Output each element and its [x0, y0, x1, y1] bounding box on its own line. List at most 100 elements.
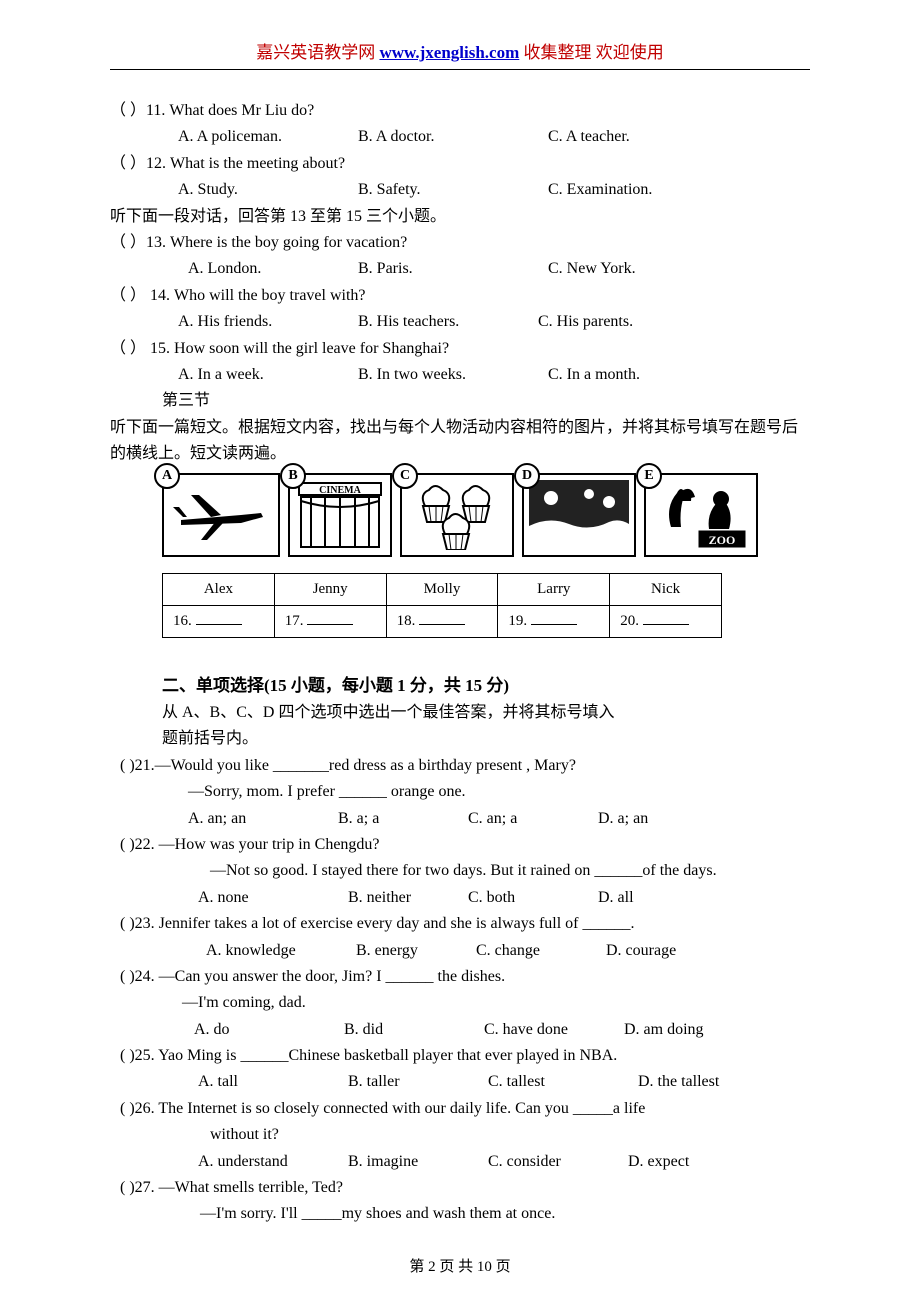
q12-b: B. Safety.: [358, 177, 548, 203]
cell-17: 17.: [274, 606, 386, 638]
q23-c: C. change: [476, 938, 606, 964]
section3-label: 第三节: [110, 388, 810, 414]
q25-a: A. tall: [198, 1069, 348, 1095]
q21-c: C. an; a: [468, 806, 598, 832]
picture-a: A: [162, 473, 280, 557]
q13: （ ）13. Where is the boy going for vacati…: [110, 230, 810, 256]
q12-bracket: （ ）12.: [110, 155, 170, 172]
q24-d: D. am doing: [624, 1021, 704, 1038]
blank-17[interactable]: [307, 611, 353, 626]
q27: ( )27. —What smells terrible, Ted?: [110, 1175, 810, 1201]
q15-options: A. In a week.B. In two weeks.C. In a mon…: [110, 362, 810, 388]
q14-bracket: （ ） 14.: [110, 287, 174, 304]
cell-18: 18.: [386, 606, 498, 638]
num18: 18.: [397, 613, 416, 629]
q22-opts: A. noneB. neitherC. bothD. all: [110, 885, 810, 911]
q24-a: A. do: [194, 1017, 344, 1043]
cinema-label: CINEMA: [319, 485, 361, 496]
zoo-icon: ZOO: [651, 479, 751, 551]
blank-18[interactable]: [419, 611, 465, 626]
q11-options: A. A policeman.B. A doctor.C. A teacher.: [110, 124, 810, 150]
blank-16[interactable]: [196, 611, 242, 626]
q24-c: C. have done: [484, 1017, 624, 1043]
q13-bracket: （ ）13.: [110, 234, 170, 251]
th-larry: Larry: [498, 574, 610, 606]
num19: 19.: [508, 613, 527, 629]
q15: （ ） 15. How soon will the girl leave for…: [110, 336, 810, 362]
q11: （ ）11. What does Mr Liu do?: [110, 98, 810, 124]
q13-a: A. London.: [188, 256, 358, 282]
q21-l2: —Sorry, mom. I prefer ______ orange one.: [110, 779, 810, 805]
th-molly: Molly: [386, 574, 498, 606]
cell-16: 16.: [163, 606, 275, 638]
page: 嘉兴英语教学网 www.jxenglish.com 收集整理 欢迎使用 （ ）1…: [0, 0, 920, 1302]
q11-bracket: （ ）11.: [110, 102, 169, 119]
q24: ( )24. —Can you answer the door, Jim? I …: [110, 964, 810, 990]
q26-l2: without it?: [110, 1122, 810, 1148]
q21-b: B. a; a: [338, 806, 468, 832]
q12-options: A. Study.B. Safety.C. Examination.: [110, 177, 810, 203]
q15-text: How soon will the girl leave for Shangha…: [174, 340, 449, 357]
q14-c: C. His parents.: [538, 313, 633, 330]
q15-bracket: （ ） 15.: [110, 340, 174, 357]
zoo-label: ZOO: [709, 533, 736, 547]
th-alex: Alex: [163, 574, 275, 606]
section2-title: 二、单项选择(15 小题，每小题 1 分，共 15 分): [110, 672, 810, 700]
table-row: Alex Jenny Molly Larry Nick: [163, 574, 722, 606]
q15-b: B. In two weeks.: [358, 362, 548, 388]
num20: 20.: [620, 613, 639, 629]
q21: ( )21.—Would you like _______red dress a…: [110, 753, 810, 779]
page-footer: 第 2 页 共 10 页: [0, 1255, 920, 1276]
q22: ( )22. —How was your trip in Chengdu?: [110, 832, 810, 858]
q24-opts: A. doB. didC. have doneD. am doing: [110, 1017, 810, 1043]
content: （ ）11. What does Mr Liu do? A. A policem…: [110, 98, 810, 1228]
q14-a: A. His friends.: [178, 309, 358, 335]
q25-opts: A. tallB. tallerC. tallestD. the tallest: [110, 1069, 810, 1095]
q11-a: A. A policeman.: [178, 124, 358, 150]
header-tagline: 收集整理 欢迎使用: [519, 43, 664, 62]
cell-20: 20.: [610, 606, 722, 638]
section2-intro-l1: 从 A、B、C、D 四个选项中选出一个最佳答案，并将其标号填入: [110, 700, 810, 726]
page-header: 嘉兴英语教学网 www.jxenglish.com 收集整理 欢迎使用: [110, 38, 810, 70]
q13-options: A. London.B. Paris.C. New York.: [110, 256, 810, 282]
q22-b: B. neither: [348, 885, 468, 911]
q22-a: A. none: [198, 885, 348, 911]
section3-intro: 听下面一篇短文。根据短文内容，找出与每个人物活动内容相符的图片，并将其标号填写在…: [110, 415, 810, 468]
q23-b: B. energy: [356, 938, 476, 964]
q24-b: B. did: [344, 1017, 484, 1043]
header-url[interactable]: www.jxenglish.com: [379, 43, 519, 62]
bridge-text-1: 听下面一段对话，回答第 13 至第 15 三个小题。: [110, 204, 810, 230]
section2-intro-l2: 题前括号内。: [110, 726, 810, 752]
names-table: Alex Jenny Molly Larry Nick 16. 17. 18. …: [162, 573, 722, 638]
q23-opts: A. knowledgeB. energyC. changeD. courage: [110, 938, 810, 964]
blank-19[interactable]: [531, 611, 577, 626]
q21-d: D. a; an: [598, 810, 648, 827]
q21-a: A. an; an: [188, 806, 338, 832]
q11-c: C. A teacher.: [548, 128, 630, 145]
q25-b: B. taller: [348, 1069, 488, 1095]
q26-c: C. consider: [488, 1149, 628, 1175]
q27-l2: —I'm sorry. I'll _____my shoes and wash …: [110, 1201, 810, 1227]
q25-c: C. tallest: [488, 1069, 638, 1095]
q14-options: A. His friends.B. His teachers.C. His pa…: [110, 309, 810, 335]
picture-row: A B CINEMA: [110, 467, 810, 561]
header-site-name: 嘉兴英语教学网: [256, 43, 379, 62]
q11-b: B. A doctor.: [358, 124, 548, 150]
num17: 17.: [285, 613, 304, 629]
q26-b: B. imagine: [348, 1149, 488, 1175]
q26-a: A. understand: [198, 1149, 348, 1175]
q11-text: What does Mr Liu do?: [169, 102, 314, 119]
q21-opts: A. an; anB. a; aC. an; aD. a; an: [110, 806, 810, 832]
q15-a: A. In a week.: [178, 362, 358, 388]
q25-d: D. the tallest: [638, 1073, 719, 1090]
q26: ( )26. The Internet is so closely connec…: [110, 1096, 810, 1122]
q22-c: C. both: [468, 885, 598, 911]
th-nick: Nick: [610, 574, 722, 606]
cell-19: 19.: [498, 606, 610, 638]
picture-d: D: [522, 473, 636, 557]
blank-20[interactable]: [643, 611, 689, 626]
q25: ( )25. Yao Ming is ______Chinese basketb…: [110, 1043, 810, 1069]
q14-text: Who will the boy travel with?: [174, 287, 366, 304]
q12: （ ）12. What is the meeting about?: [110, 151, 810, 177]
q13-c: C. New York.: [548, 260, 636, 277]
